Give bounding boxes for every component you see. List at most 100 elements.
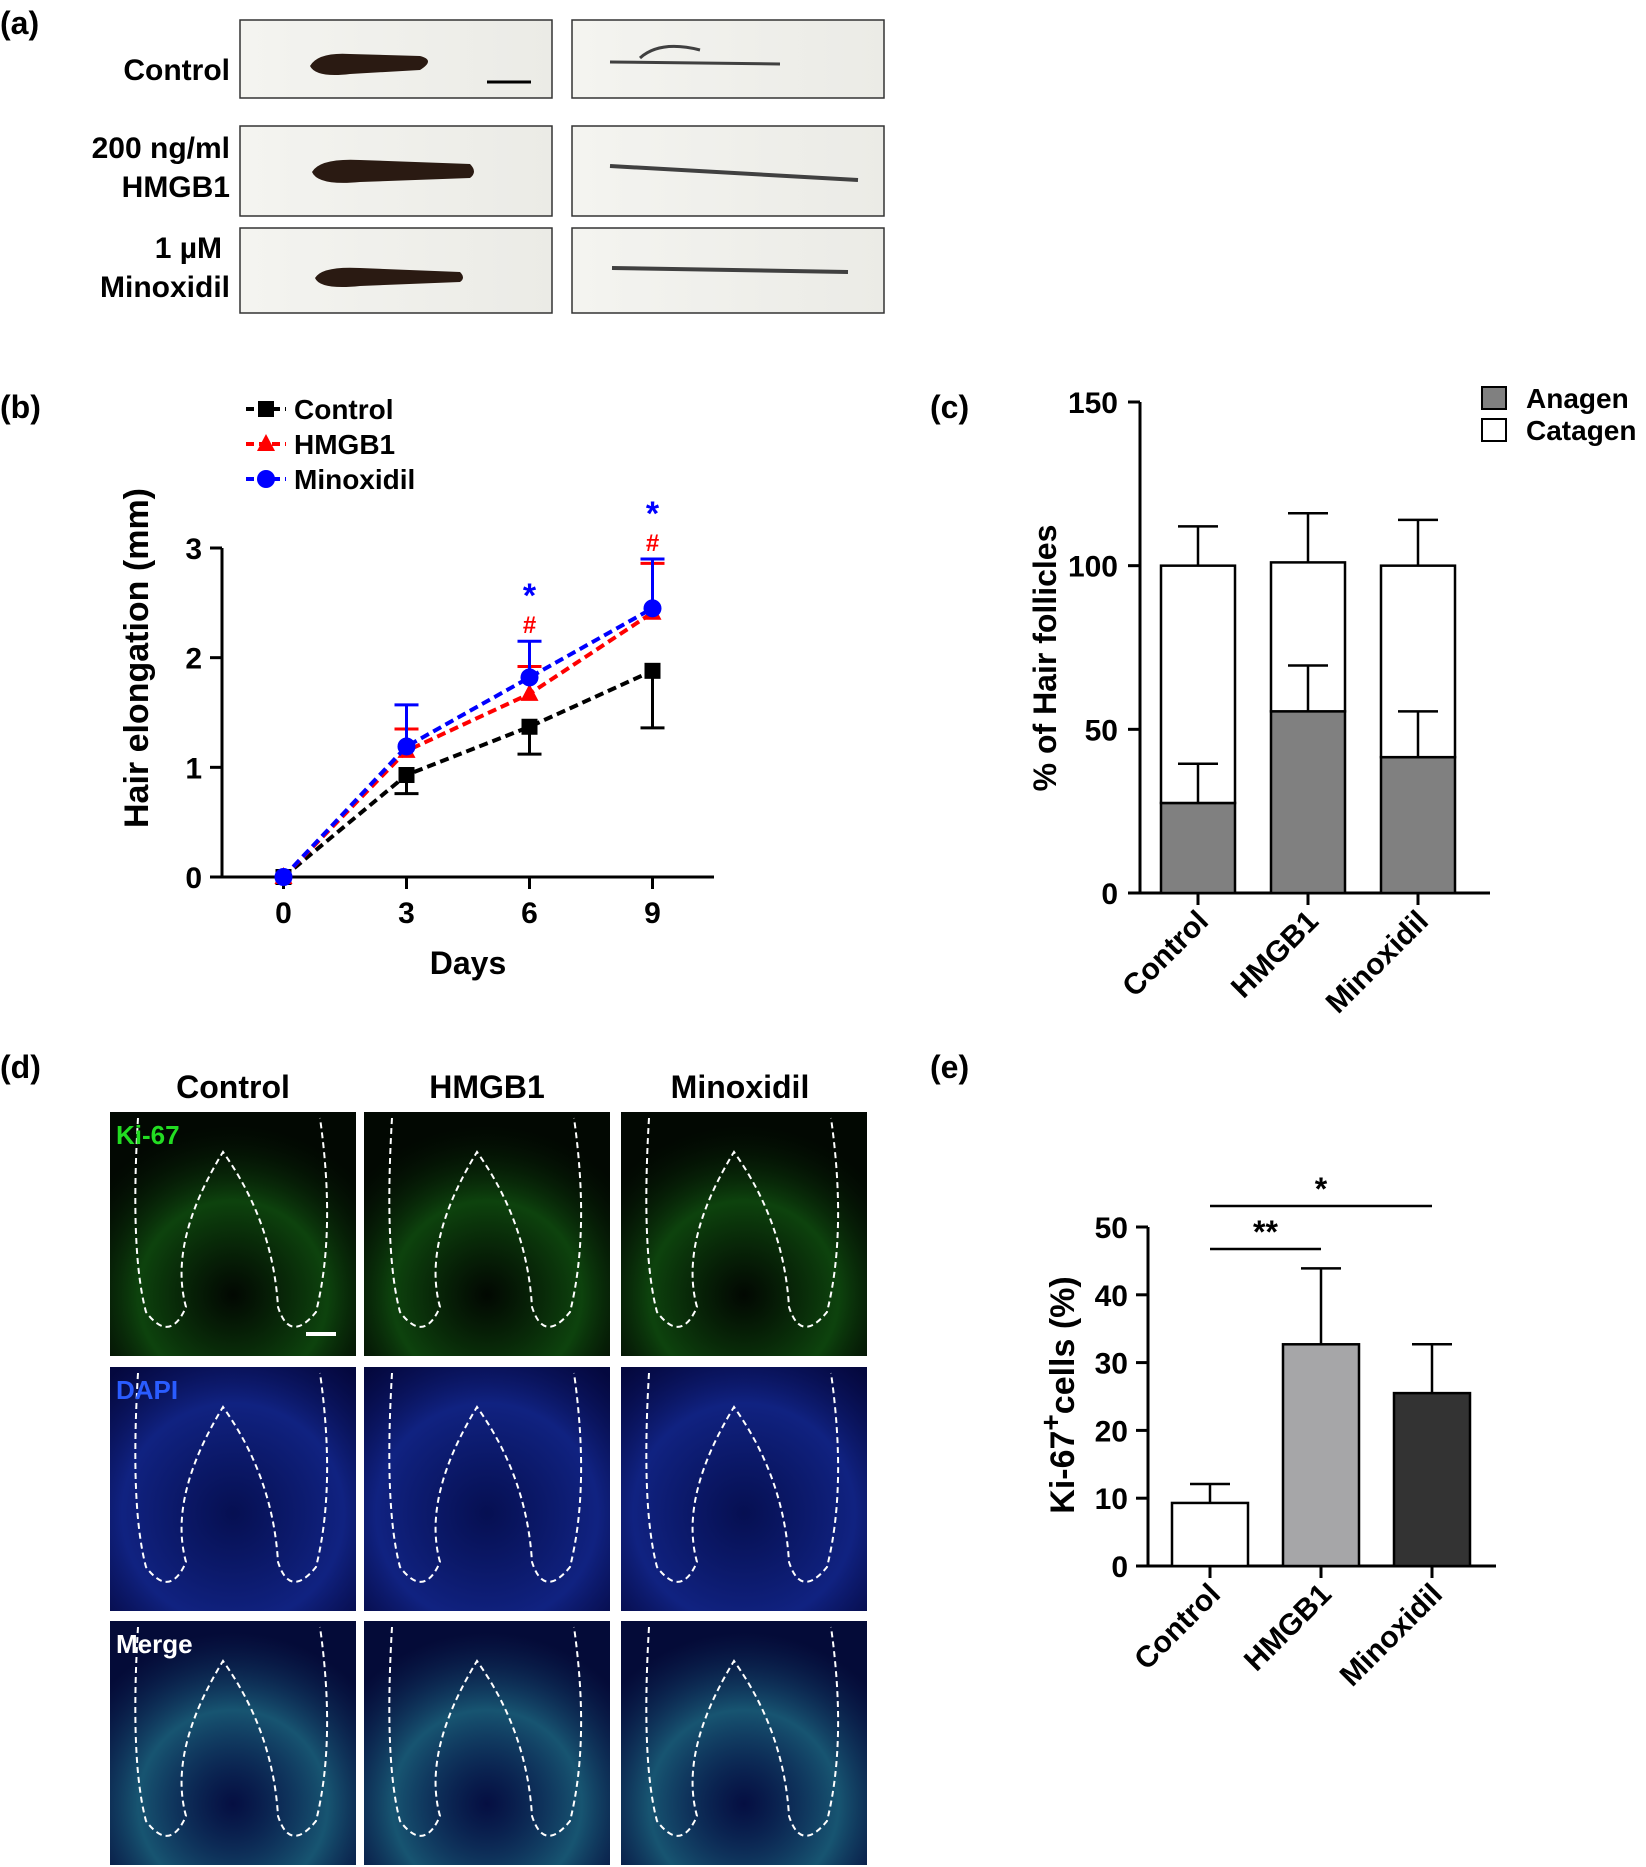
legend-swatch (1481, 418, 1507, 442)
stain-label: Merge (116, 1629, 193, 1659)
y-axis-label: Ki-67+cells (%) (1035, 1276, 1082, 1513)
bar-anagen (1269, 710, 1347, 895)
data-point (520, 668, 539, 687)
micrograph-ki-67-control: Ki-67 (110, 1112, 356, 1356)
series-line (282, 606, 654, 879)
follicle-shape (609, 44, 781, 66)
data-point (521, 718, 538, 735)
hair-follicle-image-hmgb1-day0 (239, 125, 553, 217)
micrograph-dapi-hmgb1 (364, 1367, 610, 1611)
data-point (643, 599, 662, 618)
follicle-outline (645, 1626, 840, 1837)
b-axes: 0 1 2 3 0 3 6 9 (185, 533, 714, 930)
bar-group-minoxidil (1379, 518, 1457, 895)
significance-marker: # (523, 612, 536, 639)
hair-follicle-image-control-day9 (571, 19, 885, 99)
follicle-outline (134, 1626, 329, 1837)
follicle-outline (388, 1626, 583, 1837)
series-control (275, 662, 665, 885)
x-tick-label: 0 (275, 897, 292, 930)
bar-catagen (1159, 564, 1237, 805)
y-tick-label: 40 (1095, 1280, 1128, 1313)
significance-marker: ** (1253, 1214, 1278, 1250)
y-tick-label: 1 (185, 752, 202, 785)
follicle-shape (312, 159, 474, 183)
y-axis-label-main: Ki-67 (1044, 1431, 1082, 1514)
panel-d: (d) Control HMGB1 Minoxidil Ki-67 DAPI Mer… (0, 1049, 867, 1865)
row-label-hmgb1-line1: 200 ng/ml (92, 132, 230, 165)
stain-glow (621, 1112, 867, 1356)
legend-swatch (1481, 386, 1507, 410)
micrograph-ki-67-hmgb1 (364, 1112, 610, 1356)
bar-anagen (1159, 801, 1237, 895)
legend-marker (257, 470, 275, 488)
stain-glow (110, 1621, 356, 1865)
panel-a-row-minoxidil: 1 µM Minoxidil (100, 227, 885, 314)
bar-control (1170, 1501, 1250, 1568)
legend-label: Anagen (1526, 383, 1629, 414)
series-line (282, 669, 654, 879)
bar-minoxidil (1392, 1391, 1472, 1568)
stain-label: Ki-67 (116, 1120, 180, 1150)
x-tick-label: HMGB1 (1238, 1578, 1338, 1678)
y-axis-label: Hair elongation (mm) (118, 488, 156, 828)
x-tick-label: Control (1128, 1578, 1227, 1677)
micrograph-dapi-control: DAPI (110, 1367, 356, 1611)
column-header-control: Control (176, 1069, 290, 1105)
row-label-minoxidil-line1: 1 µM (155, 232, 222, 265)
data-point (520, 683, 539, 701)
panel-b-label: (b) (0, 389, 41, 425)
b-plot-area: *#*# (274, 495, 665, 886)
y-tick-label: 3 (185, 533, 202, 566)
y-tick-label: 150 (1068, 387, 1118, 420)
legend-marker (258, 401, 274, 417)
follicle-outline (134, 1117, 329, 1328)
legend-label: Control (294, 394, 394, 425)
y-tick-label: 100 (1068, 551, 1118, 584)
x-tick-label: HMGB1 (1225, 905, 1325, 1005)
follicle-shape (315, 267, 463, 287)
legend-label: Catagen (1526, 415, 1636, 446)
panel-a-row-hmgb1: 200 ng/ml HMGB1 (92, 125, 885, 217)
y-tick-label: 50 (1085, 714, 1118, 747)
micrograph-ki-67-minoxidil (621, 1112, 867, 1356)
panel-e-label: (e) (930, 1049, 969, 1085)
e-plot-area: *** (1170, 1171, 1472, 1568)
stain-glow (110, 1367, 356, 1611)
stain-glow (364, 1621, 610, 1865)
x-tick-label: Minoxidil (1334, 1578, 1449, 1693)
x-axis-label: Days (430, 945, 507, 981)
stain-label: DAPI (116, 1375, 178, 1405)
panel-a-row-control: Control (123, 19, 885, 99)
y-tick-label: 0 (185, 862, 202, 895)
follicle-shape (609, 164, 859, 182)
data-point (644, 662, 661, 679)
significance-marker: # (646, 530, 659, 557)
y-axis-label-sup: + (1035, 1414, 1066, 1430)
panel-c: (c) % of Hair follicles 0 50 100 150 Control… (930, 383, 1636, 1020)
micrograph-merge-control: Merge (110, 1621, 356, 1865)
significance-marker: * (523, 577, 537, 615)
y-tick-label: 20 (1095, 1415, 1128, 1448)
data-point (397, 737, 416, 756)
bar-hmgb1 (1281, 1343, 1361, 1568)
follicle-outline (388, 1117, 583, 1328)
panel-a-label: (a) (0, 5, 39, 41)
y-tick-label: 0 (1101, 878, 1118, 911)
y-tick-label: 10 (1095, 1483, 1128, 1516)
panel-c-label: (c) (930, 389, 969, 425)
significance-marker: * (1315, 1171, 1328, 1207)
row-label-control: Control (123, 54, 230, 87)
column-header-minoxidil: Minoxidil (671, 1069, 810, 1105)
panel-e: (e) Ki-67+cells (%) 0 10 20 30 40 50 Control HM… (930, 1049, 1496, 1693)
micrograph-merge-minoxidil (621, 1621, 867, 1865)
follicle-outline (388, 1372, 583, 1583)
y-tick-label: 30 (1095, 1348, 1128, 1381)
data-point (274, 868, 293, 886)
micrograph-dapi-minoxidil (621, 1367, 867, 1611)
b-legend: Control HMGB1 Minoxidil (246, 394, 415, 495)
follicle-outline (134, 1372, 329, 1583)
stain-glow (364, 1112, 610, 1356)
micrograph-grid: Ki-67 DAPI Merge (110, 1112, 867, 1865)
